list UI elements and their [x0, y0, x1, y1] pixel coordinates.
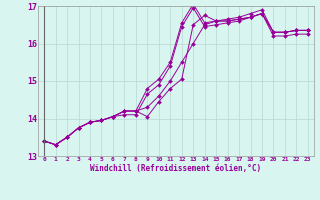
- X-axis label: Windchill (Refroidissement éolien,°C): Windchill (Refroidissement éolien,°C): [91, 164, 261, 173]
